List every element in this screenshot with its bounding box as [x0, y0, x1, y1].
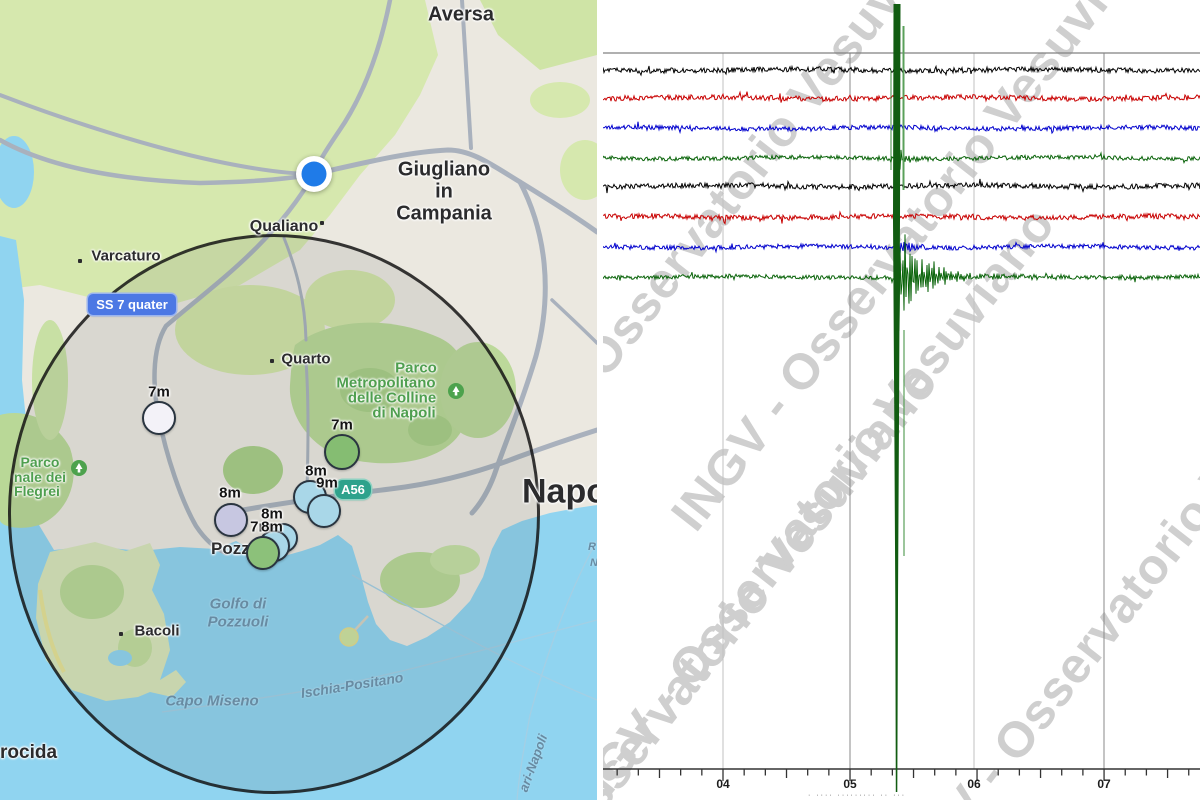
depth-marker-label: 7m — [331, 416, 353, 434]
seismic-trace-4 — [603, 139, 1200, 173]
park-label: delle Colline — [347, 389, 437, 407]
city-label: Giugliano — [397, 158, 491, 181]
park-label: Parco — [395, 359, 437, 377]
depth-marker-7m[interactable] — [142, 401, 176, 435]
park-label: Parco — [20, 454, 60, 470]
park-tree-icon — [71, 460, 87, 476]
depth-marker-8m[interactable] — [246, 536, 280, 570]
depth-marker-label: 7m — [148, 383, 170, 401]
water-label: Pozzuoli — [207, 613, 269, 631]
park-label: Flegrei — [14, 483, 60, 499]
x-tick-label: 04 — [716, 777, 730, 791]
city-label: Qualiano — [249, 218, 319, 235]
epicenter-radius-circle — [8, 234, 540, 794]
depth-marker-8m[interactable] — [214, 503, 248, 537]
x-tick-label: 07 — [1097, 777, 1111, 791]
seismic-trace-7 — [603, 235, 1200, 256]
seismic-trace-6 — [603, 210, 1200, 225]
city-label: Bacoli — [134, 622, 180, 640]
city-dot — [270, 359, 274, 363]
depth-marker-label: 7m — [250, 518, 272, 536]
park-tree-icon — [448, 383, 464, 399]
city-dot — [78, 259, 82, 263]
depth-marker-9m[interactable] — [307, 494, 341, 528]
x-tick-label: 05 — [843, 777, 857, 791]
park-label: nale dei — [13, 469, 67, 485]
seismic-trace-1 — [603, 64, 1200, 77]
x-tick-label: 06 — [967, 777, 981, 791]
event-spike — [893, 4, 901, 792]
city-dot — [320, 221, 324, 225]
seismic-trace-2 — [603, 90, 1200, 103]
city-dot — [119, 632, 123, 636]
seismic-trace-8 — [603, 234, 1200, 331]
road-shield-a56: A56 — [335, 480, 371, 499]
city-label: in — [435, 180, 453, 203]
depth-marker-label: 8m — [261, 518, 283, 536]
city-label: rocida — [0, 742, 58, 763]
seismic-trace-5 — [603, 178, 1200, 194]
depth-marker-7m[interactable] — [324, 434, 360, 470]
park-label: di Napoli — [372, 404, 436, 422]
earthquake-depth-markers-layer: 7m 7m 8m 9m 8m 8m 7m 8m — [0, 0, 597, 800]
axis-micro-marks: · ···· ········· ·· ··· — [808, 792, 907, 799]
depth-marker-label: 8m — [219, 484, 241, 502]
depth-marker-label: 9m — [316, 474, 338, 492]
water-label: N — [590, 557, 597, 569]
park-label: Metropolitano — [336, 374, 436, 392]
map-labels-layer: Aversa Giugliano in Campania Qualiano Varcatu… — [0, 0, 597, 800]
water-label: Golfo di — [209, 595, 267, 613]
seismic-trace-3 — [603, 121, 1200, 135]
seismogram-panel: INGV - Osservatorio Vesuviano INGV - Oss… — [603, 0, 1200, 800]
depth-marker-label: 8m — [261, 505, 283, 523]
water-label: Capo Miseno — [165, 692, 259, 710]
blue-position-marker[interactable] — [296, 156, 332, 192]
city-label: Varcaturo — [91, 247, 161, 265]
map-panel: Aversa Giugliano in Campania Qualiano Varcatu… — [0, 0, 597, 800]
depth-marker-label: 8m — [305, 462, 327, 480]
city-label: Aversa — [428, 3, 494, 26]
road-shield-ss7-quater: SS 7 quater — [88, 294, 176, 315]
city-label: Campania — [396, 202, 492, 225]
blue-position-marker-dot — [301, 161, 327, 187]
water-label: R — [588, 541, 596, 553]
city-label: Napoli — [522, 472, 597, 511]
city-label: Quarto — [281, 350, 331, 368]
seismogram-plot: 040506073 — [603, 4, 1200, 792]
